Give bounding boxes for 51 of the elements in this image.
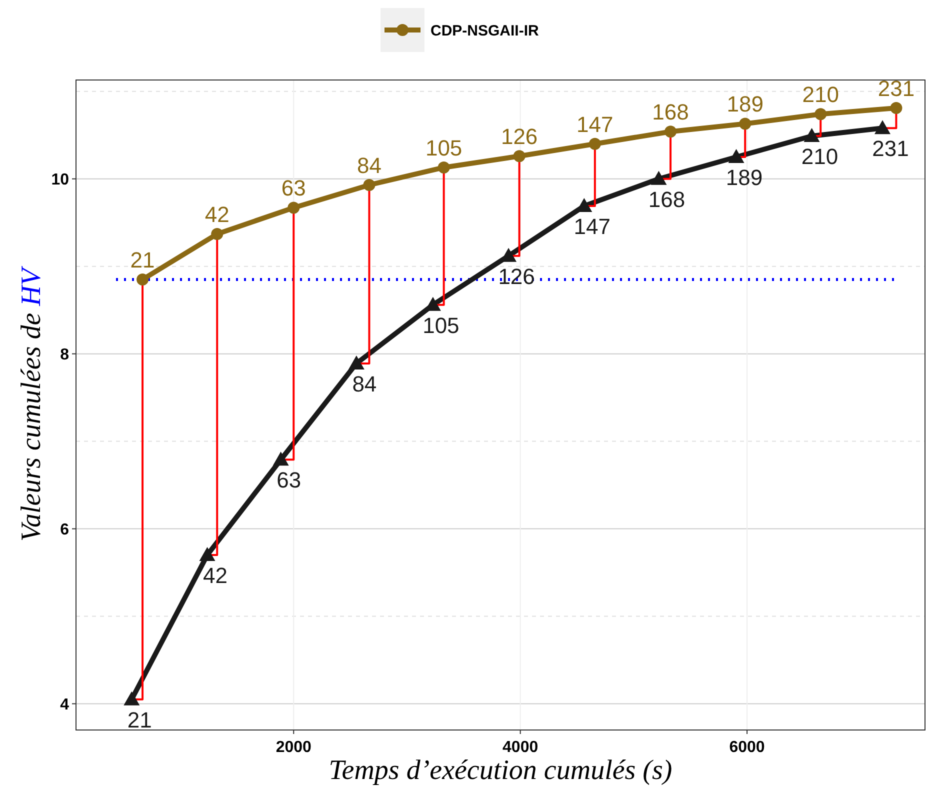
point (664, 126, 677, 138)
point (124, 691, 140, 706)
annotation: 210 (801, 144, 838, 169)
x-tick-label: 2000 (276, 739, 312, 756)
annotation: 63 (276, 468, 302, 493)
point (348, 355, 364, 370)
annotation: 105 (425, 135, 462, 160)
point (438, 161, 450, 174)
point (513, 150, 526, 162)
annotation: 42 (203, 563, 228, 588)
annotation: 126 (500, 124, 538, 150)
point (136, 273, 149, 286)
x-tick-label: 4000 (502, 739, 538, 756)
y-tick-label: 8 (60, 346, 70, 364)
annotation: 168 (648, 186, 686, 212)
point (588, 138, 601, 150)
point (650, 170, 667, 185)
point (363, 178, 376, 191)
point (739, 118, 752, 130)
y-tick-label: 6 (60, 521, 70, 538)
point (890, 102, 902, 114)
y-axis-title: Valeurs cumulées de HV (16, 266, 47, 542)
y-tick-label: 4 (60, 696, 70, 714)
point (804, 128, 820, 142)
point (272, 452, 289, 466)
annotation: 105 (422, 312, 460, 338)
annotation: 147 (576, 112, 614, 137)
annotation: 126 (498, 264, 535, 289)
point (874, 120, 890, 134)
annotation: 84 (352, 371, 377, 396)
point (288, 202, 300, 214)
annotation: 21 (130, 247, 155, 272)
point (199, 547, 216, 562)
annotation: 63 (281, 176, 306, 201)
y-tick-label: 10 (51, 171, 70, 188)
annotation: 168 (652, 100, 689, 125)
annotation: 210 (802, 82, 839, 108)
x-axis-title: Temps d’exécution cumulés (s) (328, 755, 672, 786)
annotation: 84 (356, 152, 382, 178)
annotation: 42 (204, 202, 230, 227)
point (211, 228, 224, 240)
point (814, 108, 827, 120)
annotation: 189 (726, 92, 764, 117)
x-tick-label: 6000 (729, 739, 765, 756)
annotation: 21 (127, 707, 152, 732)
legend-label: CDP-NSGAII-IR (430, 22, 539, 40)
annotation: 147 (574, 214, 611, 239)
annotation: 231 (878, 76, 915, 101)
annotation: 189 (726, 164, 763, 190)
annotation: 231 (872, 136, 909, 162)
point (728, 148, 744, 163)
